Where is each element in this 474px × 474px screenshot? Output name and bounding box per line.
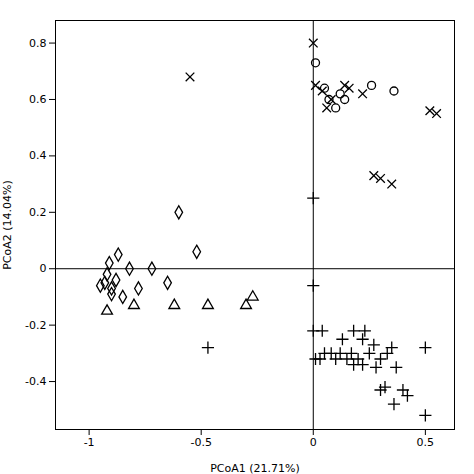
svg-text:-0.4: -0.4 bbox=[25, 375, 46, 388]
svg-text:0.2: 0.2 bbox=[29, 206, 47, 219]
svg-text:-0.5: -0.5 bbox=[190, 436, 211, 449]
svg-text:0.8: 0.8 bbox=[29, 37, 47, 50]
svg-text:0: 0 bbox=[310, 436, 317, 449]
svg-text:PCoA1 (21.71%): PCoA1 (21.71%) bbox=[210, 462, 300, 474]
svg-text:-1: -1 bbox=[84, 436, 95, 449]
svg-text:0: 0 bbox=[40, 262, 47, 275]
svg-text:0.5: 0.5 bbox=[417, 436, 435, 449]
svg-text:PCoA2 (14.04%): PCoA2 (14.04%) bbox=[1, 180, 14, 270]
svg-text:-0.2: -0.2 bbox=[25, 319, 46, 332]
svg-text:0.6: 0.6 bbox=[29, 93, 47, 106]
svg-text:0.4: 0.4 bbox=[29, 149, 47, 162]
